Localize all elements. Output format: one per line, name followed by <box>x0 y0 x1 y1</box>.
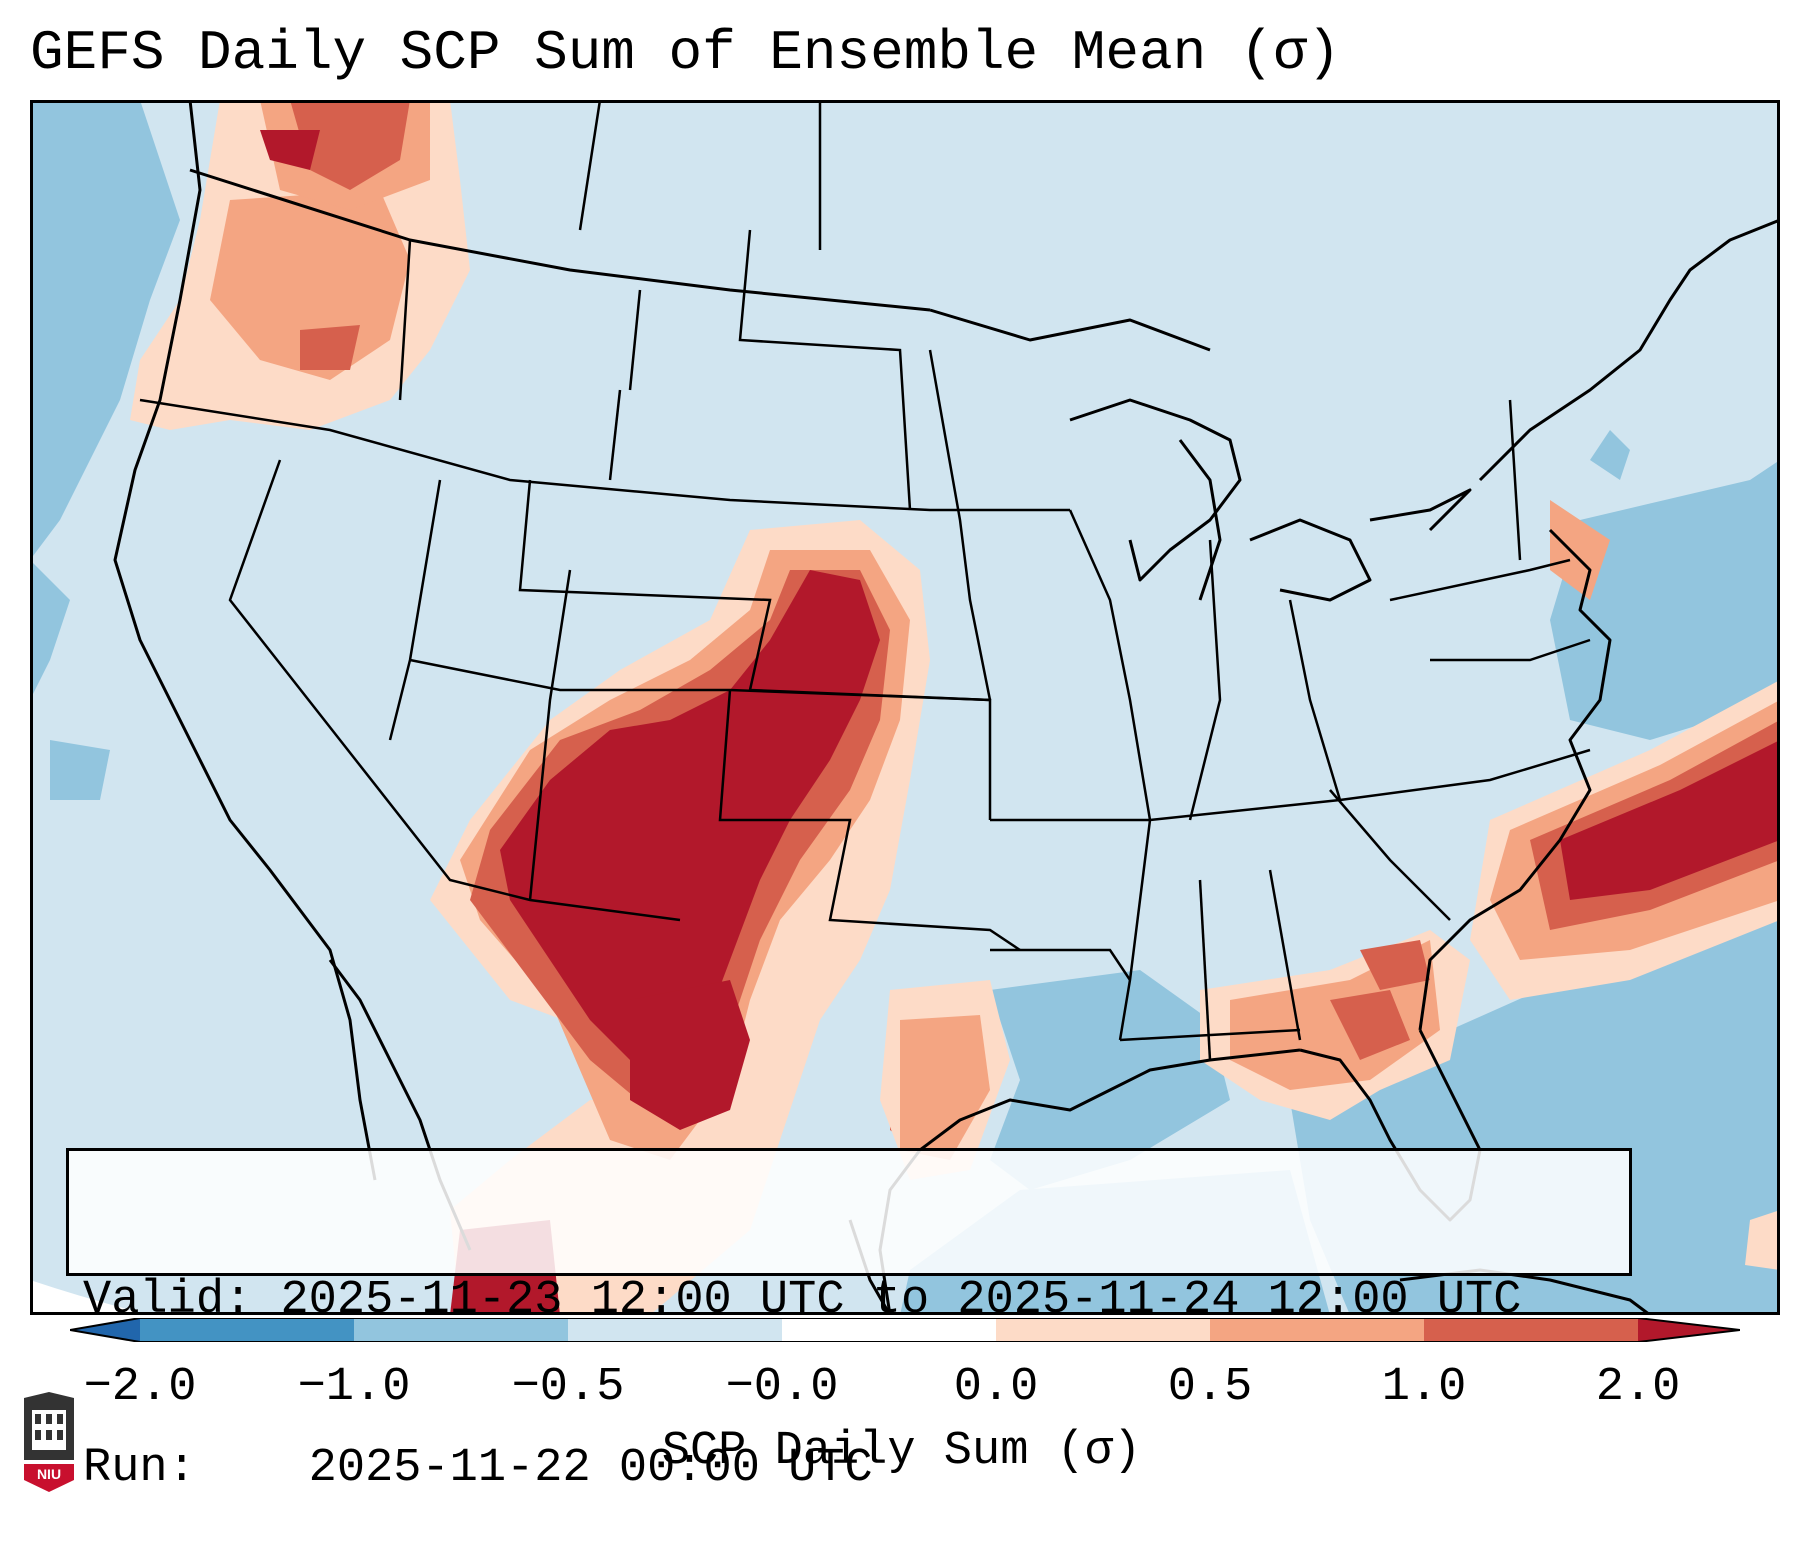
run-line: Run: 2025-11-22 00:00 UTC <box>83 1441 1615 1497</box>
positive-anomaly-northwest <box>130 100 470 430</box>
map-frame-border <box>30 100 1780 1315</box>
state-lines <box>139 100 1591 1061</box>
colorbar-tick-label: 0.0 <box>953 1361 1039 1414</box>
colorbar-tick-label: −0.5 <box>511 1361 625 1414</box>
colorbar-tick-label: −2.0 <box>83 1361 197 1414</box>
colorbar-segment-0-05 <box>996 1318 1210 1342</box>
negative-anomaly-pacific <box>30 100 180 800</box>
valid-run-infobox: Valid: 2025-11-23 12:00 UTC to 2025-11-2… <box>66 1148 1632 1495</box>
positive-anomaly-atlantic <box>1470 500 1780 1270</box>
colorbar-tick-label: 2.0 <box>1595 1361 1681 1414</box>
run-value: 2025-11-22 00:00 UTC <box>308 1442 873 1495</box>
colorbar-segment-05-1 <box>1210 1318 1424 1342</box>
chart-title: GEFS Daily SCP Sum of Ensemble Mean (σ) <box>30 21 1341 85</box>
projection-edge <box>30 1280 150 1315</box>
colorbar-segment-gt-2 <box>1638 1318 1740 1342</box>
colorbar-label: SCP Daily Sum (σ) <box>661 1425 1142 1478</box>
colorbar-tick-label: 1.0 <box>1381 1361 1467 1414</box>
map-panel <box>30 100 1780 1315</box>
colorbar-segment-zero <box>782 1318 996 1342</box>
university-seal-icon: NIU <box>24 1392 74 1492</box>
colorbar <box>70 1318 1740 1342</box>
colorbar-segment-1-2 <box>1424 1318 1638 1342</box>
colorbar-tick-label: −0.0 <box>725 1361 839 1414</box>
colorbar-segment-m1-m05 <box>354 1318 568 1342</box>
colorbar-segment-m05-0 <box>568 1318 782 1342</box>
colorbar-segment-m2-m1 <box>140 1318 354 1342</box>
colorbar-segment-lt-m2 <box>70 1318 140 1342</box>
logo-text: NIU <box>37 1466 61 1482</box>
run-label: Run: <box>83 1442 196 1495</box>
positive-anomaly-southern-plains <box>430 520 1010 1315</box>
colorbar-tick-label: −1.0 <box>297 1361 411 1414</box>
colorbar-tick-label: 0.5 <box>1167 1361 1253 1414</box>
